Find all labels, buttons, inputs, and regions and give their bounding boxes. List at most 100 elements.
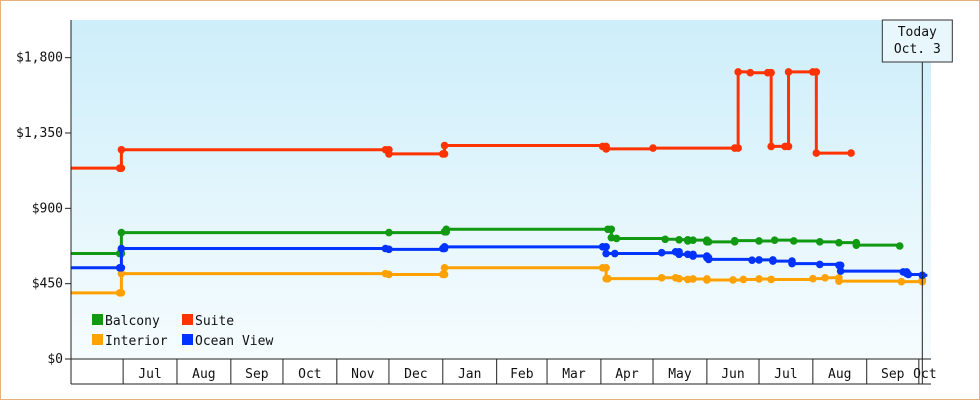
x-tick-label: Jul <box>774 367 797 382</box>
data-point <box>675 274 683 283</box>
data-point <box>607 225 616 234</box>
data-point <box>755 237 763 245</box>
data-point <box>788 259 796 268</box>
legend-item: Ocean View <box>182 334 273 349</box>
data-point <box>821 274 829 282</box>
data-point <box>739 275 748 284</box>
data-point <box>385 150 393 158</box>
series-interior <box>71 263 927 297</box>
data-point <box>657 274 666 282</box>
data-point <box>704 255 713 264</box>
data-point <box>767 142 775 151</box>
data-point <box>602 249 610 258</box>
data-point <box>661 235 669 244</box>
x-tick-label: Sep <box>245 367 269 382</box>
data-point <box>440 243 449 251</box>
data-point <box>730 236 739 245</box>
legend-item: Interior <box>92 334 168 349</box>
data-point <box>117 244 126 253</box>
data-point <box>816 238 824 246</box>
data-point <box>767 275 775 284</box>
series-suite <box>71 68 855 172</box>
y-tick-label: $1,800 <box>16 51 63 66</box>
data-point <box>442 225 451 234</box>
today-date: Oct. 3 <box>894 42 941 57</box>
legend-label: Interior <box>105 334 168 349</box>
data-point <box>385 270 393 279</box>
legend-swatch <box>92 314 103 325</box>
data-point <box>835 277 843 285</box>
data-point <box>604 274 612 283</box>
data-point <box>610 249 619 258</box>
x-tick-label: May <box>668 367 692 382</box>
y-tick-label: $900 <box>32 201 63 216</box>
today-marker: Today Oct. 3 <box>881 19 953 384</box>
data-point <box>812 149 821 157</box>
data-point <box>816 260 824 269</box>
x-tick-label: Oct <box>298 367 321 382</box>
data-point <box>117 164 126 172</box>
data-point <box>704 238 713 246</box>
legend: Balcony Suite Interior Ocean View <box>92 314 273 349</box>
data-point <box>117 263 126 272</box>
legend-swatch <box>182 314 193 325</box>
x-tick-label: Apr <box>615 367 639 382</box>
x-tick-label: Jul <box>138 367 161 382</box>
x-tick-label: Aug <box>828 367 851 382</box>
data-point <box>789 237 798 245</box>
data-point <box>385 228 393 237</box>
data-point <box>895 242 904 250</box>
data-point <box>440 263 449 272</box>
x-tick-label: Feb <box>510 367 534 382</box>
data-point <box>769 257 777 265</box>
data-point <box>602 243 610 251</box>
data-point <box>784 68 793 76</box>
data-point <box>836 261 845 270</box>
data-point <box>612 234 621 243</box>
data-point <box>729 276 737 284</box>
legend-swatch <box>92 334 103 345</box>
data-point <box>755 256 763 264</box>
y-tick-label: $0 <box>47 352 63 367</box>
data-point <box>440 141 449 150</box>
data-point <box>675 236 683 244</box>
series-balcony <box>71 225 904 258</box>
data-point <box>649 144 657 152</box>
y-tick-label: $1,350 <box>16 126 63 141</box>
data-point <box>602 263 610 272</box>
data-point <box>689 236 697 244</box>
data-point <box>689 275 697 283</box>
x-tick-label: Dec <box>404 367 427 382</box>
legend-item: Balcony <box>92 314 160 329</box>
x-tick-label: Jun <box>721 367 744 382</box>
data-point <box>602 145 610 153</box>
data-point <box>852 241 861 249</box>
data-point <box>440 150 449 158</box>
data-point <box>812 68 821 76</box>
data-point <box>657 248 666 257</box>
data-point <box>689 252 697 260</box>
data-point <box>784 142 793 151</box>
data-point <box>755 275 763 283</box>
data-point <box>117 228 126 237</box>
legend-item: Suite <box>182 314 234 329</box>
data-point <box>117 289 126 297</box>
y-tick-label: $450 <box>32 277 63 292</box>
x-tick-label: Nov <box>351 367 375 382</box>
data-point <box>809 274 817 283</box>
data-point <box>734 144 742 152</box>
legend-swatch <box>182 334 193 345</box>
data-point <box>836 267 845 275</box>
series-ocean-view <box>71 243 931 280</box>
data-point <box>385 245 393 254</box>
x-tick-label: Sep <box>881 367 905 382</box>
data-point <box>835 238 843 247</box>
today-box <box>881 19 953 63</box>
today-label: Today <box>898 25 937 40</box>
x-tick-label: Jan <box>458 367 481 382</box>
legend-label: Ocean View <box>195 334 273 349</box>
data-point <box>897 277 906 286</box>
data-point <box>734 68 742 76</box>
data-point <box>847 149 855 157</box>
